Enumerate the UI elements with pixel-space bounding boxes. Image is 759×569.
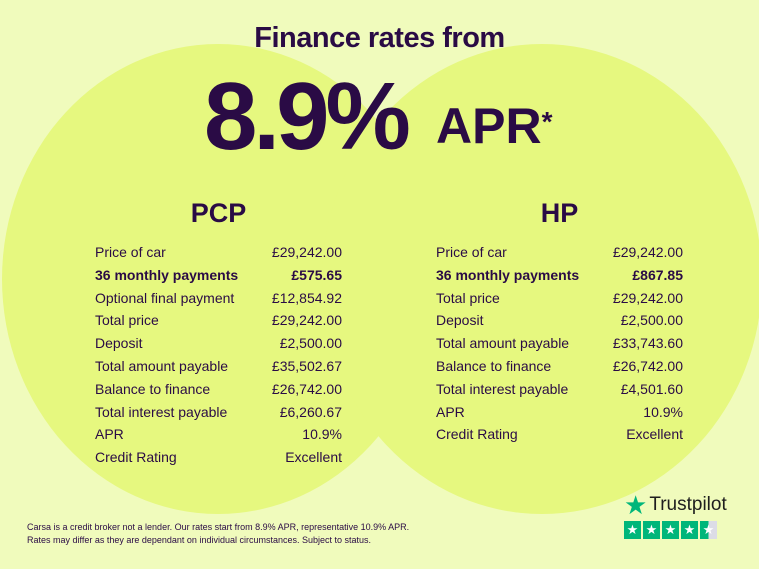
rating-star-icon: ★ [643, 521, 660, 539]
headline-apr: APR* [436, 96, 552, 156]
trustpilot-rating: ★ ★ ★ ★ ★ [624, 521, 727, 539]
asterisk: * [541, 106, 553, 137]
row-value: £29,242.00 [612, 244, 683, 260]
table-row: Balance to finance £26,742.00 [95, 378, 342, 401]
pcp-table: PCP Price of car £29,242.00 36 monthly pay… [95, 198, 342, 469]
row-value: £26,742.00 [271, 380, 342, 397]
rating-star-icon: ★ [700, 521, 717, 539]
row-label: 36 monthly payments [436, 266, 580, 283]
row-value: Excellent [626, 426, 683, 443]
table-row: Total interest payable £6,260.67 [95, 401, 342, 424]
table-row: Deposit £2,500.00 [95, 332, 342, 355]
row-value: £29,242.00 [271, 312, 342, 329]
row-value: £575.65 [291, 266, 342, 283]
table-row: Total amount payable £35,502.67 [95, 355, 342, 378]
row-value: 10.9% [643, 403, 683, 420]
table-row: Credit Rating Excellent [436, 423, 683, 446]
hp-heading: HP [540, 198, 579, 228]
trustpilot-badge[interactable]: ★ Trustpilot ★ ★ ★ ★ ★ [624, 490, 727, 539]
rating-star-icon: ★ [681, 521, 698, 539]
row-label: Total price [95, 312, 159, 329]
row-value: Excellent [285, 449, 342, 466]
row-label: Total interest payable [436, 380, 569, 397]
apr-label: APR [436, 98, 542, 154]
disclaimer-line-1: Carsa is a credit broker not a lender. O… [27, 522, 410, 532]
row-label: Deposit [95, 335, 143, 352]
table-row: Price of car £29,242.00 [436, 241, 683, 264]
table-row: 36 monthly payments £575.65 [95, 264, 342, 287]
row-label: Price of car [436, 244, 507, 260]
row-label: Balance to finance [95, 380, 211, 397]
table-row: Price of car £29,242.00 [95, 241, 342, 264]
headline-rate: 8.9% [204, 63, 411, 170]
row-label: Deposit [436, 312, 484, 329]
row-label: Total price [436, 289, 500, 306]
disclaimer: Carsa is a credit broker not a lender. O… [27, 521, 409, 547]
table-row: 36 monthly payments £867.85 [436, 264, 683, 287]
table-row: Total price £29,242.00 [436, 287, 683, 310]
table-row: APR 10.9% [95, 423, 342, 446]
row-value: £2,500.00 [620, 312, 683, 329]
rating-star-icon: ★ [662, 521, 679, 539]
row-label: Balance to finance [436, 357, 552, 374]
row-label: Credit Rating [436, 426, 518, 443]
row-label: Total amount payable [95, 357, 229, 374]
row-label: 36 monthly payments [95, 266, 239, 283]
row-value: £29,242.00 [271, 244, 342, 260]
row-value: £6,260.67 [279, 403, 342, 420]
row-value: £26,742.00 [612, 357, 683, 374]
row-value: £4,501.60 [620, 380, 683, 397]
disclaimer-line-2: Rates may differ as they are dependant o… [27, 535, 372, 545]
row-label: Optional final payment [95, 289, 235, 306]
table-row: APR 10.9% [436, 401, 683, 424]
hp-table: HP Price of car £29,242.00 36 monthly paym… [436, 198, 683, 446]
table-row: Credit Rating Excellent [95, 446, 342, 469]
row-value: £33,743.60 [612, 335, 683, 352]
pcp-heading: PCP [190, 198, 247, 228]
row-value: 10.9% [302, 426, 342, 443]
rating-star-icon: ★ [624, 521, 641, 539]
row-label: Credit Rating [95, 449, 177, 466]
trustpilot-star-icon: ★ [624, 490, 648, 520]
row-value: £867.85 [632, 266, 683, 283]
row-value: £29,242.00 [612, 289, 683, 306]
row-label: Total interest payable [95, 403, 228, 420]
row-label: Price of car [95, 244, 166, 260]
table-row: Total amount payable £33,743.60 [436, 332, 683, 355]
table-row: Total price £29,242.00 [95, 309, 342, 332]
row-label: APR [436, 403, 465, 420]
row-label: APR [95, 426, 124, 443]
row-label: Total amount payable [436, 335, 570, 352]
table-row: Balance to finance £26,742.00 [436, 355, 683, 378]
table-row: Deposit £2,500.00 [436, 309, 683, 332]
trustpilot-logo-text: Trustpilot [649, 494, 727, 515]
table-row: Optional final payment £12,854.92 [95, 287, 342, 310]
row-value: £35,502.67 [271, 357, 342, 374]
right-background-circle [322, 44, 759, 514]
table-row: Total interest payable £4,501.60 [436, 378, 683, 401]
row-value: £2,500.00 [279, 335, 342, 352]
headline: Finance rates from [254, 22, 505, 54]
row-value: £12,854.92 [271, 289, 342, 306]
